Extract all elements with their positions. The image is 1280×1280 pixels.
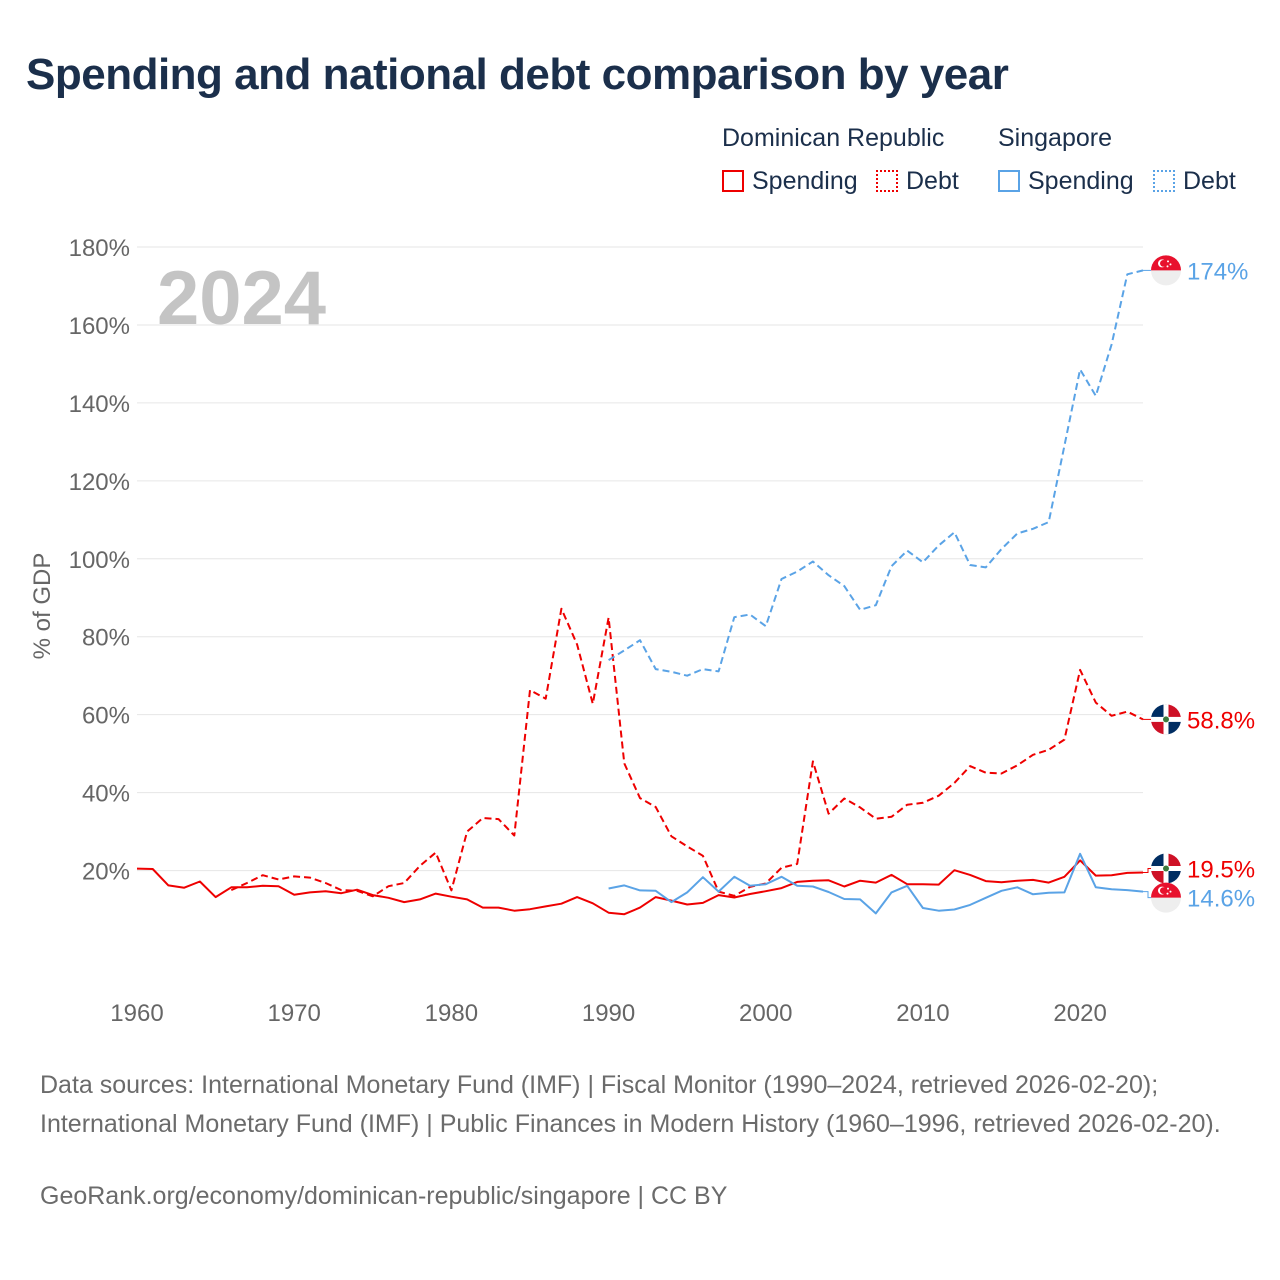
data-sources: Data sources: International Monetary Fun… bbox=[40, 1071, 1221, 1138]
x-tick-label: 2010 bbox=[896, 1000, 949, 1027]
flag-quarter-red-tr bbox=[1166, 704, 1181, 720]
flag-emblem bbox=[1163, 865, 1169, 872]
y-tick-label: 20% bbox=[82, 859, 130, 886]
label-layer: 19.5% 58.8% 14.6% 174% bbox=[1143, 255, 1255, 913]
end-value-label: 174% bbox=[1187, 258, 1248, 285]
flag-star bbox=[1167, 887, 1169, 890]
y-tick-label: 180% bbox=[69, 235, 130, 262]
singapore-flag-icon bbox=[1151, 882, 1181, 913]
end-value-label: 14.6% bbox=[1187, 886, 1255, 913]
flag-quarter-blue-br bbox=[1166, 868, 1181, 884]
legend-swatch-solid-blue bbox=[998, 170, 1020, 192]
dominican-republic-flag-icon bbox=[1151, 853, 1181, 884]
flag-quarter-red-bl bbox=[1151, 719, 1166, 735]
flag-quarter-red-bl bbox=[1151, 868, 1166, 884]
legend-sg-debt-label: Debt bbox=[1183, 166, 1236, 195]
flag-star bbox=[1169, 263, 1172, 266]
legend-swatch-dotted-red bbox=[876, 170, 898, 192]
end-value-label: 58.8% bbox=[1187, 707, 1255, 734]
end-value-label: 19.5% bbox=[1187, 857, 1255, 884]
legend-sg-spending-label: Spending bbox=[1028, 166, 1134, 195]
legend-sg-title: Singapore bbox=[998, 124, 1112, 152]
x-tick-label: 1980 bbox=[425, 1000, 478, 1027]
legend-sg-spending[interactable]: Spending bbox=[998, 166, 1134, 196]
singapore-flag-icon bbox=[1151, 255, 1181, 286]
y-tick-label: 120% bbox=[69, 469, 130, 496]
axis-layer: 20% 40% 60% 80% 100% 120% 140% 160% 180% 1960 1970… bbox=[69, 235, 1107, 1027]
year-watermark: 2024 bbox=[157, 256, 326, 341]
flag-star bbox=[1169, 890, 1172, 893]
flag-star bbox=[1167, 260, 1169, 263]
x-tick-label: 1990 bbox=[582, 1000, 635, 1027]
y-tick-label: 100% bbox=[69, 547, 130, 574]
grid-layer bbox=[137, 246, 1143, 872]
x-tick-label: 1970 bbox=[267, 1000, 320, 1027]
legend-dr-spending-label: Spending bbox=[752, 166, 858, 195]
flag-crescent-cut bbox=[1160, 887, 1167, 894]
line-chart: 2024 % of GDP 20% 40% 60% 80% 100% 120% 140% 16… bbox=[29, 235, 1255, 1027]
x-tick-label: 2020 bbox=[1053, 1000, 1106, 1027]
legend-dr-debt-label: Debt bbox=[906, 166, 959, 195]
legend-dr-title: Dominican Republic bbox=[722, 124, 945, 152]
legend-swatch-dotted-blue bbox=[1153, 170, 1175, 192]
y-tick-label: 80% bbox=[82, 625, 130, 652]
end-connector bbox=[1143, 891, 1152, 899]
series-line-singapore-debt[interactable] bbox=[608, 269, 1144, 677]
flag-star bbox=[1166, 265, 1169, 268]
y-tick-label: 60% bbox=[82, 703, 130, 730]
dominican-republic-flag-icon bbox=[1151, 704, 1181, 735]
y-tick-label: 160% bbox=[69, 313, 130, 340]
flag-star bbox=[1166, 892, 1169, 895]
legend-dr-spending[interactable]: Spending bbox=[722, 166, 858, 196]
flag-quarter-blue-tl bbox=[1151, 853, 1166, 869]
y-tick-label: 140% bbox=[69, 391, 130, 418]
y-axis-label: % of GDP bbox=[29, 553, 56, 660]
legend-sg-debt[interactable]: Debt bbox=[1153, 166, 1236, 196]
flag-quarter-blue-br bbox=[1166, 719, 1181, 735]
series-line-dominican-republic-spending[interactable] bbox=[136, 859, 1144, 916]
series-layer bbox=[136, 269, 1144, 916]
y-tick-label: 40% bbox=[82, 781, 130, 808]
flag-crescent-cut bbox=[1160, 260, 1167, 267]
legend-dr-debt[interactable]: Debt bbox=[876, 166, 959, 196]
x-tick-label: 1960 bbox=[110, 1000, 163, 1027]
legend-swatch-solid-red bbox=[722, 170, 744, 192]
flag-quarter-blue-tl bbox=[1151, 704, 1166, 720]
x-tick-label: 2000 bbox=[739, 1000, 792, 1027]
flag-quarter-red-tr bbox=[1166, 853, 1181, 869]
flag-emblem bbox=[1163, 716, 1169, 723]
credit-line: GeoRank.org/economy/dominican-republic/s… bbox=[40, 1182, 728, 1210]
chart-title: Spending and national debt comparison by… bbox=[26, 50, 1009, 99]
series-line-dominican-republic-debt[interactable] bbox=[230, 607, 1144, 898]
end-connector bbox=[1143, 868, 1152, 873]
series-line-singapore-spending[interactable] bbox=[608, 852, 1144, 915]
